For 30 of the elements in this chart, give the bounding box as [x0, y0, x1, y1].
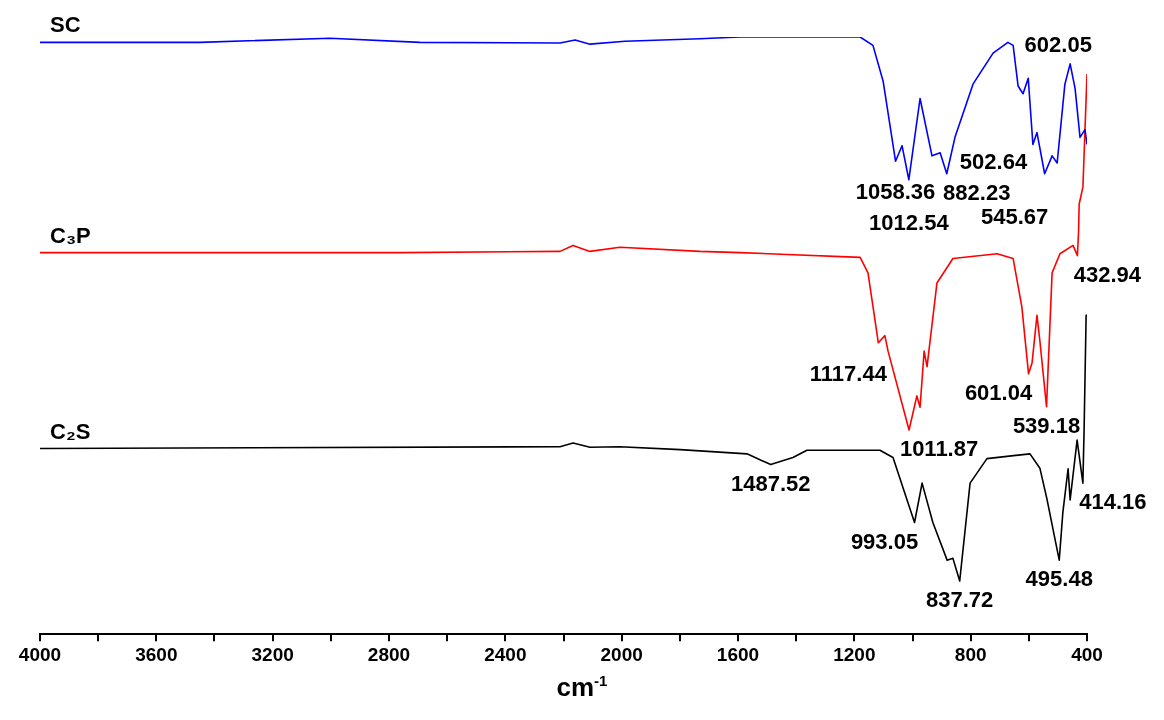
- x-tick-label: 800: [954, 643, 987, 665]
- annotation: 602.05: [1024, 32, 1092, 58]
- series-label: SC: [50, 12, 81, 38]
- series-label: C₂S: [50, 418, 91, 444]
- annotation: 837.72: [926, 587, 994, 613]
- annotation: 601.04: [964, 379, 1033, 405]
- x-tick-label: 400: [1071, 643, 1103, 665]
- annotation: 432.94: [1073, 261, 1142, 287]
- x-tick-label: 2000: [600, 643, 643, 665]
- x-tick-label: 2800: [367, 643, 411, 665]
- annotation: 1117.44: [809, 360, 888, 386]
- series-label: C₃P: [50, 222, 91, 248]
- x-tick-label: 3200: [251, 643, 294, 665]
- x-tick-label: 1200: [833, 643, 876, 665]
- x-axis-title: cm$^{-1}$: [555, 672, 609, 703]
- x-tick-label: 2400: [484, 643, 527, 665]
- annotation: 993.05: [850, 528, 919, 554]
- annotation: 1487.52: [730, 470, 811, 496]
- annotation: 1012.54: [869, 209, 950, 235]
- annotation: 502.64: [959, 149, 1028, 175]
- x-tick-label: 3600: [135, 643, 178, 665]
- x-tick-label: 4000: [18, 643, 62, 665]
- annotation: 495.48: [1025, 566, 1093, 592]
- x-tick-label: 1600: [716, 643, 760, 665]
- annotation: 1058.36: [855, 179, 936, 205]
- annotation: 882.23: [943, 179, 1011, 205]
- annotation: 539.18: [1012, 412, 1081, 438]
- annotation: 414.16: [1079, 489, 1147, 515]
- annotation: 545.67: [980, 203, 1049, 229]
- annotation: 1011.87: [899, 436, 979, 462]
